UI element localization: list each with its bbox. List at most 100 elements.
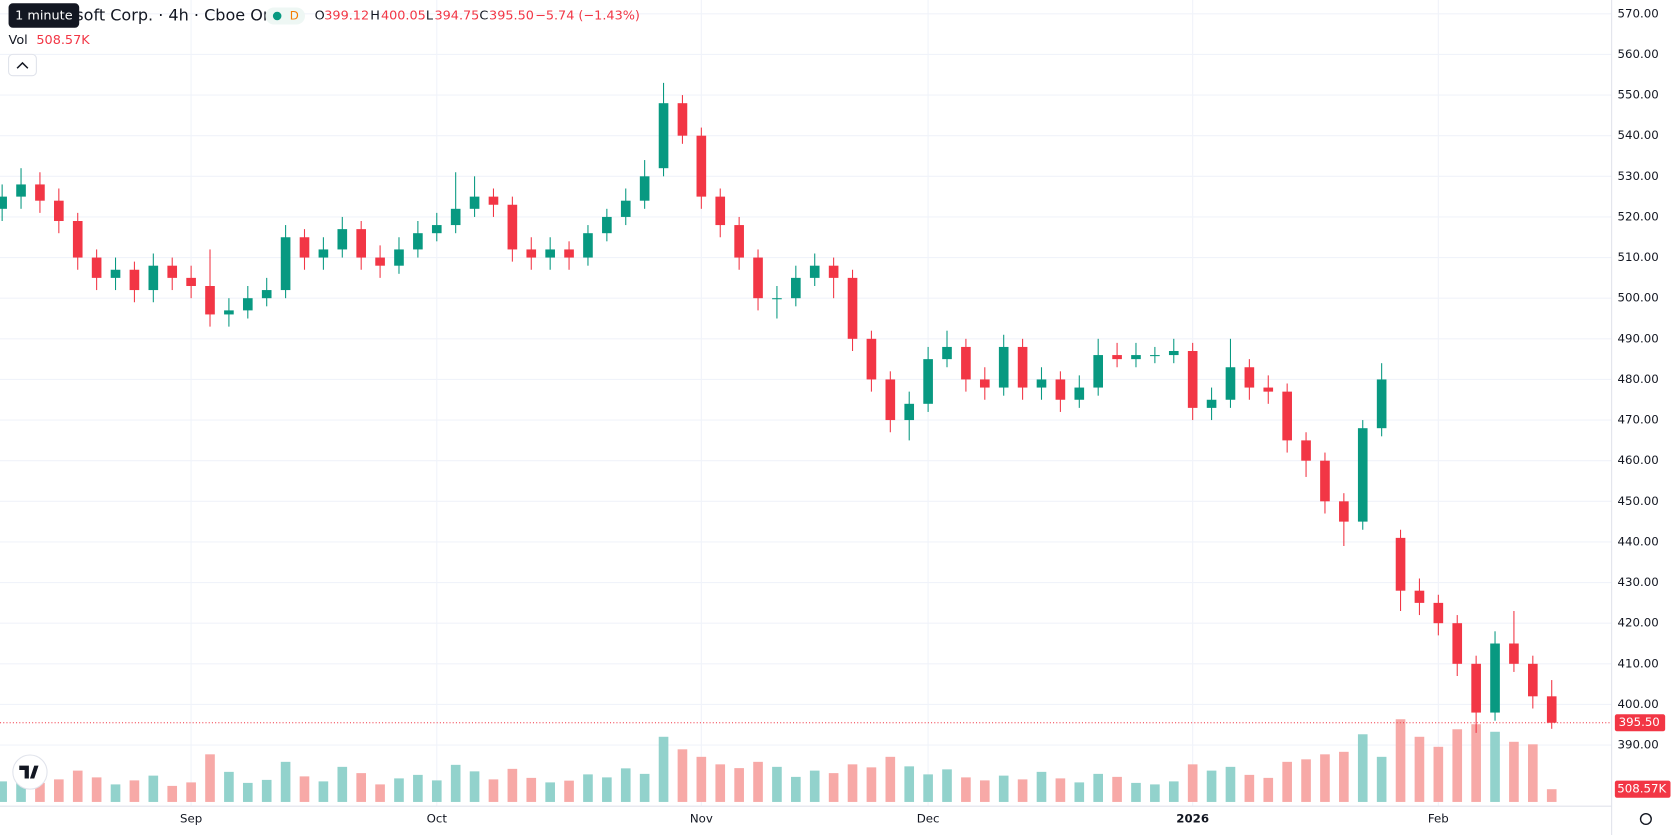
candle-body bbox=[1168, 351, 1179, 356]
volume-bar bbox=[488, 779, 499, 802]
candle-body bbox=[1357, 428, 1368, 522]
candle-body bbox=[639, 176, 650, 201]
candle-body bbox=[72, 221, 83, 258]
volume-bar bbox=[1112, 776, 1122, 802]
volume-bar bbox=[639, 773, 650, 802]
volume-bar bbox=[1263, 777, 1274, 802]
y-tick-label: 490.00 bbox=[1618, 331, 1659, 345]
y-tick-label: 500.00 bbox=[1618, 291, 1659, 305]
ohlc-key: C bbox=[479, 9, 488, 24]
volume-bar bbox=[1131, 782, 1141, 802]
volume-bar bbox=[1206, 770, 1217, 802]
volume-bar bbox=[261, 779, 272, 802]
candle-body bbox=[545, 249, 555, 258]
volume-bar bbox=[91, 777, 102, 802]
volume-bar bbox=[299, 776, 310, 802]
candle-body bbox=[299, 237, 310, 258]
volume-tag bbox=[1614, 780, 1671, 798]
candle-body bbox=[1225, 367, 1236, 400]
candle-body bbox=[620, 200, 631, 217]
candle-body bbox=[904, 403, 915, 421]
volume-bar bbox=[583, 774, 593, 802]
candle-body bbox=[1206, 399, 1217, 408]
y-tick-label: 410.00 bbox=[1618, 656, 1659, 670]
candle-body bbox=[772, 298, 782, 300]
y-tick-label: 430.00 bbox=[1618, 575, 1659, 589]
volume-bar bbox=[1320, 754, 1330, 802]
candle-body bbox=[1282, 391, 1292, 441]
volume-bar bbox=[1093, 773, 1104, 802]
volume-bar bbox=[1509, 741, 1519, 802]
candle-body bbox=[488, 196, 499, 205]
candle-body bbox=[394, 249, 404, 266]
candle-body bbox=[583, 233, 593, 258]
y-tick-label: 560.00 bbox=[1618, 47, 1659, 61]
x-tick-label: Dec bbox=[917, 812, 940, 826]
y-tick-label: 520.00 bbox=[1618, 209, 1659, 223]
candle-body bbox=[1187, 351, 1198, 408]
volume-bar bbox=[413, 774, 423, 802]
y-tick-label: 550.00 bbox=[1618, 88, 1659, 102]
volume-title: Vol bbox=[9, 33, 28, 48]
candle-body bbox=[979, 379, 990, 388]
candle-body bbox=[167, 265, 178, 278]
candle-body bbox=[110, 269, 121, 278]
y-tick-label: 460.00 bbox=[1618, 453, 1659, 467]
symbol-title: Microsoft Corp. · 4h · Cboe One bbox=[32, 6, 283, 25]
candle-body bbox=[1490, 643, 1500, 713]
candle-body bbox=[91, 257, 102, 278]
volume-bar bbox=[1055, 778, 1066, 802]
candle-body bbox=[148, 265, 159, 291]
candle-body bbox=[1093, 355, 1104, 388]
candle-body bbox=[734, 225, 744, 258]
volume-bar bbox=[1414, 736, 1425, 802]
candle-layer bbox=[0, 82, 1557, 733]
candle-body bbox=[1528, 663, 1538, 697]
volume-bar bbox=[1433, 746, 1444, 802]
volume-bar bbox=[526, 777, 537, 802]
volume-bar bbox=[54, 779, 64, 802]
candle-body bbox=[469, 196, 480, 209]
candle-body bbox=[564, 249, 574, 258]
candle-body bbox=[602, 216, 612, 234]
candle-body bbox=[1452, 623, 1463, 664]
candle-body bbox=[961, 346, 971, 380]
axes: 390.00 400.00 410.00 420.00 430.00 440.00 450.… bbox=[0, 6, 1671, 825]
volume-bar bbox=[431, 780, 442, 802]
volume-bar bbox=[318, 781, 329, 802]
volume-bar bbox=[847, 764, 858, 802]
candle-body bbox=[1074, 387, 1085, 400]
ohlc-key: H bbox=[370, 9, 380, 24]
volume-bar bbox=[356, 773, 367, 802]
collapse-button[interactable] bbox=[8, 53, 37, 77]
volume-bar bbox=[1452, 729, 1463, 802]
candle-body bbox=[205, 286, 215, 315]
ohlc-key: O bbox=[315, 9, 325, 24]
candle-body bbox=[677, 103, 688, 136]
candle-body bbox=[791, 277, 801, 299]
y-tick-label: 540.00 bbox=[1618, 128, 1659, 142]
candle-body bbox=[337, 229, 348, 250]
y-tick-label: 480.00 bbox=[1618, 372, 1659, 386]
status-pill[interactable] bbox=[265, 7, 305, 25]
candle-body bbox=[1017, 346, 1028, 388]
settings-icon[interactable] bbox=[1639, 812, 1652, 826]
volume-bar bbox=[772, 766, 782, 802]
candle-body bbox=[54, 200, 64, 222]
volume-bar bbox=[828, 773, 839, 802]
volume-bar bbox=[1244, 774, 1255, 802]
candle-body bbox=[809, 265, 820, 278]
candle-body bbox=[526, 249, 537, 258]
candle-body bbox=[658, 103, 669, 169]
x-tick-label: Sep bbox=[180, 812, 202, 826]
volume-bar bbox=[1074, 782, 1085, 802]
collapse-icon bbox=[16, 61, 29, 69]
volume-bar bbox=[696, 756, 707, 802]
candle-body bbox=[696, 135, 707, 197]
candle-body bbox=[1509, 643, 1519, 664]
volume-bar bbox=[866, 767, 877, 802]
volume-bar bbox=[1017, 779, 1028, 802]
grid bbox=[0, 0, 1612, 807]
logo-badge[interactable] bbox=[12, 754, 48, 790]
volume-bar bbox=[35, 782, 45, 802]
